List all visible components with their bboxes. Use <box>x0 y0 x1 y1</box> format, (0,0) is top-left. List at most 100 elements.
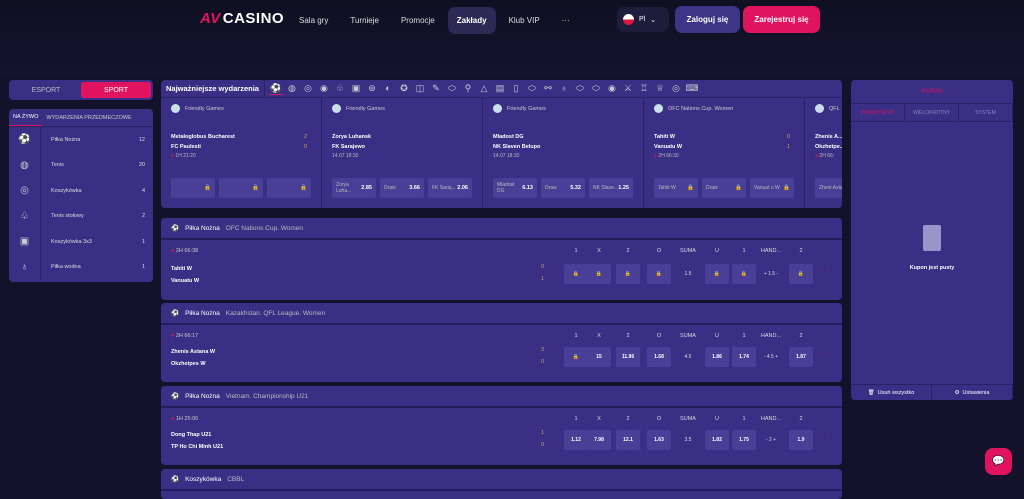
odd-button[interactable]: 🔒 <box>789 264 813 284</box>
odd-button[interactable]: Draw 3.66 <box>380 178 424 198</box>
match-body[interactable]: ● 2H 66:17 1 X 2 O SUMA U 1 HAND... 2 Zhenis Astan… <box>161 325 842 382</box>
sport-filter-icon[interactable]: ⬭ <box>528 82 536 93</box>
sport-filter-icon[interactable]: ◍ <box>288 82 296 93</box>
register-button[interactable]: Zarejestruj się <box>743 6 820 33</box>
odd-button[interactable]: Zorya Luha... 2.85 <box>332 178 376 198</box>
sidebar-item[interactable]: ◎ Koszykówka 4 <box>9 178 153 204</box>
odd-button[interactable]: 🔒 <box>564 347 588 367</box>
nav-item[interactable]: Sala gry <box>299 16 329 25</box>
mode-tab-esport[interactable]: ESPORT <box>31 86 61 94</box>
nav-item[interactable]: Klub VIP <box>508 16 540 25</box>
sport-filter-icon[interactable]: ✪ <box>400 82 408 93</box>
bet-slip-tab[interactable]: POJEDYNCZY <box>851 104 905 121</box>
odd-button[interactable]: 15 <box>587 347 611 367</box>
match-header[interactable]: ⚽ Piłka Nożna Kazakhstan. QFL League. Wome… <box>161 303 842 325</box>
sidebar-tab[interactable]: NA ŻYWO <box>9 109 43 126</box>
sport-filter-icon[interactable]: ⌨ <box>685 82 699 93</box>
sidebar-item[interactable]: ⚽ Piłka Nożna 12 <box>9 127 153 153</box>
odd-button[interactable]: 1.87 <box>789 347 813 367</box>
sidebar-item[interactable]: ▣ Koszykówka 3x3 1 <box>9 229 153 255</box>
odd-button[interactable]: Zheni Asta... <box>815 178 842 198</box>
odd-button[interactable]: NK Slave... 1.25 <box>589 178 633 198</box>
sport-filter-icon[interactable]: ⚯ <box>544 82 552 93</box>
match-header[interactable]: ⚽ Piłka Nożna Vietnam. Championship U21 <box>161 386 842 408</box>
sport-filter-icon[interactable]: △ <box>480 82 488 93</box>
odd-button[interactable]: 🔒 <box>219 178 263 198</box>
sport-filter-icon[interactable]: ⬭ <box>592 82 600 93</box>
sidebar-tab[interactable]: WYDARZENIA PRZEDMECZOWE <box>46 114 132 121</box>
odd-button[interactable]: 1.9 <box>789 430 813 450</box>
login-button[interactable]: Zaloguj się <box>675 6 740 33</box>
nav-item[interactable]: Turnieje <box>350 16 379 25</box>
odd-button[interactable]: Mladost DG 6.13 <box>493 178 537 198</box>
match-body[interactable]: ● 1H 25:00 1 X 2 O SUMA U 1 HAND... 2 Dong Thap U2… <box>161 408 842 465</box>
match-header[interactable]: ⚽ Piłka Nożna OFC Nations Cup. Women <box>161 218 842 240</box>
nav-item[interactable]: ··· <box>561 16 570 25</box>
sport-filter-icon[interactable]: ▯ <box>513 82 519 93</box>
more-markets-arrow-icon[interactable]: › <box>826 268 828 274</box>
odd-button[interactable]: Draw 🔒 <box>702 178 746 198</box>
odd-button[interactable]: 1.82 <box>705 430 729 450</box>
sport-filter-icon[interactable]: ◎ <box>672 82 680 93</box>
odd-button[interactable]: 1.86 <box>705 347 729 367</box>
odd-button[interactable]: 12.1 <box>616 430 640 450</box>
clear-all-button[interactable]: 🗑 Usuń wszystko <box>851 385 932 400</box>
sport-filter-icon[interactable]: ⚲ <box>464 82 472 93</box>
sport-filter-icon[interactable]: ▣ <box>351 82 361 93</box>
sport-filter-icon[interactable]: ⊛ <box>368 82 376 93</box>
logo[interactable]: AV CASINO <box>200 10 284 27</box>
more-markets-arrow-icon[interactable]: › <box>826 351 828 357</box>
featured-event-card[interactable]: OFC Nations Cup. Women Tahiti W 0 Vanuatu W… <box>644 98 805 208</box>
bet-slip-tab[interactable]: SYSTEM <box>959 104 1013 121</box>
odd-button[interactable]: 1.75 <box>732 430 756 450</box>
sport-filter-icon[interactable]: ⚔ <box>623 82 632 93</box>
sidebar-item[interactable]: ◍ Tenis 20 <box>9 152 153 178</box>
sport-filter-icon[interactable]: ♕ <box>655 82 664 93</box>
odd-button[interactable]: 1.12 <box>564 430 588 450</box>
odd-button[interactable]: 1.68 <box>647 347 671 367</box>
featured-event-card[interactable]: Friendly Games Metaloglobus Bucharest 2 FC … <box>161 98 322 208</box>
nav-item[interactable]: Zakłady <box>447 7 496 34</box>
sport-filter-icon[interactable]: ◫ <box>415 82 425 93</box>
sport-filter-icon[interactable]: ◉ <box>608 82 616 93</box>
match-body[interactable]: ● 2H 66:38 1 X 2 O SUMA U 1 HAND... 2 Tahiti W Vanu… <box>161 240 842 300</box>
sport-filter-icon[interactable]: ▤ <box>495 82 505 93</box>
sport-filter-icon[interactable]: ♖ <box>639 82 648 93</box>
nav-item[interactable]: Promocje <box>400 16 435 25</box>
mode-tab-sport[interactable]: SPORT <box>81 82 151 98</box>
odd-button[interactable]: 🔒 <box>564 264 588 284</box>
sport-filter-icon[interactable]: ⬭ <box>576 82 584 93</box>
featured-event-card[interactable]: Friendly Games Zorya Luhansk FK Sarajewo 14… <box>322 98 483 208</box>
featured-event-card[interactable]: Friendly Games Mladost DG NK Slaven Belupo… <box>483 98 644 208</box>
odd-button[interactable]: 11.96 <box>616 347 640 367</box>
odd-button[interactable]: 🔒 <box>616 264 640 284</box>
sidebar-item[interactable]: ♁ Piłka wodna 1 <box>9 254 153 280</box>
odd-button[interactable]: 🔒 <box>267 178 311 198</box>
odd-button[interactable]: 1.63 <box>647 430 671 450</box>
featured-event-card[interactable]: QFL Zhenis A... Okzhetpe... ● 2H 66: Zheni A… <box>805 98 842 208</box>
odd-button[interactable]: FK Saraj... 2.06 <box>428 178 472 198</box>
sport-filter-icon[interactable]: ♧ <box>335 82 344 93</box>
sport-filter-icon[interactable]: ⬭ <box>448 82 456 93</box>
match-header[interactable]: ⚽ Koszykówka CBBL <box>161 469 842 491</box>
odd-button[interactable]: Vanuat u W 🔒 <box>750 178 794 198</box>
odd-button[interactable]: 🔒 <box>171 178 215 198</box>
odd-button[interactable]: 🔒 <box>732 264 756 284</box>
chat-button[interactable]: 💬 <box>985 448 1012 475</box>
odd-button[interactable]: 🔒 <box>705 264 729 284</box>
sidebar-item[interactable]: ♧ Tenis stołowy 2 <box>9 203 153 229</box>
odd-button[interactable]: Draw 5.32 <box>541 178 585 198</box>
odd-button[interactable]: Tahiti W 🔒 <box>654 178 698 198</box>
sport-filter-icon[interactable]: ♁ <box>560 82 568 93</box>
sport-filter-icon[interactable]: ◉ <box>320 82 328 93</box>
settings-button[interactable]: ⚙ Ustawienia <box>932 385 1013 400</box>
odd-button[interactable]: 🔒 <box>647 264 671 284</box>
more-markets-arrow-icon[interactable]: › <box>826 434 828 440</box>
odd-button[interactable]: 7.98 <box>587 430 611 450</box>
sport-filter-icon[interactable]: ◎ <box>304 82 312 93</box>
sport-filter-icon[interactable]: ✎ <box>432 82 440 93</box>
odd-button[interactable]: 1.74 <box>732 347 756 367</box>
sport-filter-icon[interactable]: ◐ <box>385 82 391 93</box>
bet-slip-tab[interactable]: WIELOKROTNY <box>905 104 959 121</box>
sport-filter-icon[interactable]: ⚽ <box>268 82 283 95</box>
